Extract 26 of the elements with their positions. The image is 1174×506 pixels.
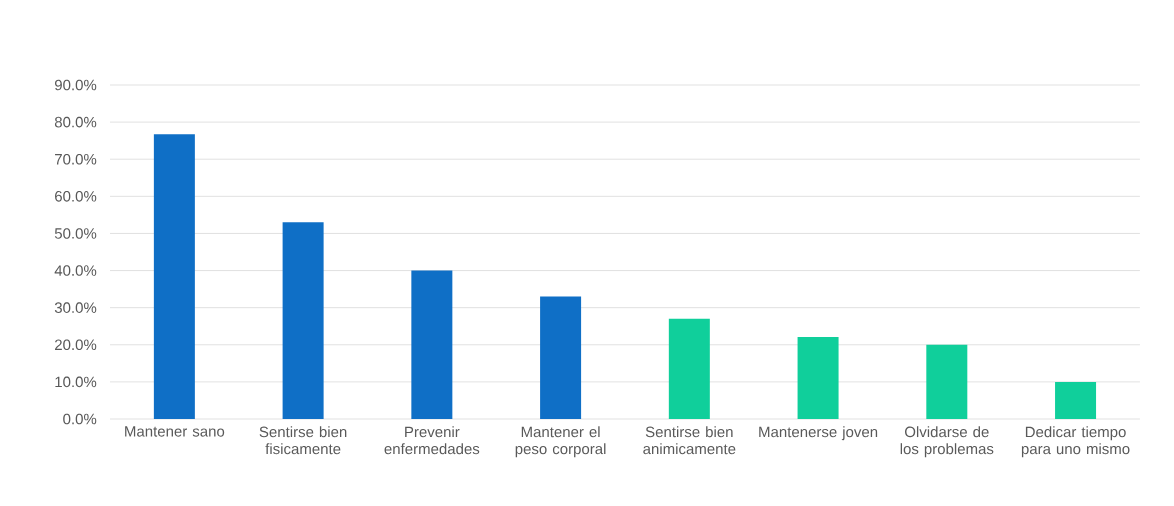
y-tick-label: 0.0% — [63, 413, 97, 425]
x-tick-label: Mantenerse joven — [759, 426, 878, 441]
y-tick-label: 80.0% — [54, 116, 97, 128]
y-tick-label: 70.0% — [55, 153, 97, 165]
x-tick-label: Sentirse bien animicamente — [643, 426, 736, 455]
y-tick-label: 60.0% — [55, 191, 97, 202]
x-tick-label: Dedicar tiempo para uno mismo — [1021, 426, 1130, 458]
y-tick-label: 10.0% — [55, 376, 97, 388]
x-tick-label: Prevenir enfermedades — [384, 426, 480, 455]
x-tick-label: Mantener el peso corporal — [515, 426, 606, 458]
bar — [1055, 381, 1097, 419]
bar — [282, 222, 324, 419]
y-tick-label: 20.0% — [55, 339, 97, 351]
y-tick-label: 90.0% — [54, 79, 97, 91]
y-tick-label: 30.0% — [54, 302, 97, 313]
bar — [797, 336, 839, 419]
bar — [540, 296, 582, 419]
x-tick-label: Olvidarse de los problemas — [900, 426, 994, 458]
bar — [411, 270, 453, 419]
bar — [153, 134, 195, 419]
bar — [926, 344, 968, 419]
bar — [668, 318, 710, 419]
x-tick-label: Sentirse bien fisicamente — [259, 426, 347, 455]
y-tick-label: 50.0% — [54, 228, 97, 239]
y-tick-label: 40.0% — [54, 265, 97, 276]
x-tick-label: Mantener sano — [125, 426, 225, 437]
